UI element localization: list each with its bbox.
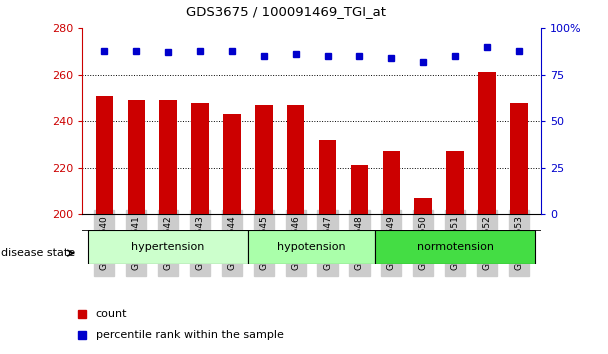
Bar bbox=[415, 198, 432, 214]
Bar bbox=[223, 114, 241, 214]
Text: normotension: normotension bbox=[416, 242, 494, 252]
Bar bbox=[255, 105, 272, 214]
Bar bbox=[128, 100, 145, 214]
Bar bbox=[375, 230, 535, 264]
Bar bbox=[88, 230, 248, 264]
Bar bbox=[478, 73, 496, 214]
Text: hypertension: hypertension bbox=[131, 242, 205, 252]
Text: count: count bbox=[96, 309, 127, 319]
Text: hypotension: hypotension bbox=[277, 242, 346, 252]
Text: percentile rank within the sample: percentile rank within the sample bbox=[96, 330, 284, 340]
Bar bbox=[159, 100, 177, 214]
Bar bbox=[319, 140, 336, 214]
Bar bbox=[287, 105, 305, 214]
Text: disease state: disease state bbox=[1, 248, 75, 258]
Bar bbox=[351, 165, 368, 214]
Bar bbox=[95, 96, 113, 214]
Bar bbox=[446, 152, 464, 214]
Bar bbox=[382, 152, 400, 214]
Bar bbox=[510, 103, 528, 214]
Bar bbox=[248, 230, 375, 264]
Bar bbox=[192, 103, 209, 214]
Text: GDS3675 / 100091469_TGI_at: GDS3675 / 100091469_TGI_at bbox=[186, 5, 385, 18]
